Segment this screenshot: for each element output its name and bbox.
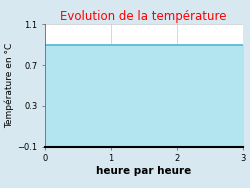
Title: Evolution de la température: Evolution de la température [60,10,227,23]
Y-axis label: Température en °C: Température en °C [5,43,15,128]
X-axis label: heure par heure: heure par heure [96,166,192,176]
